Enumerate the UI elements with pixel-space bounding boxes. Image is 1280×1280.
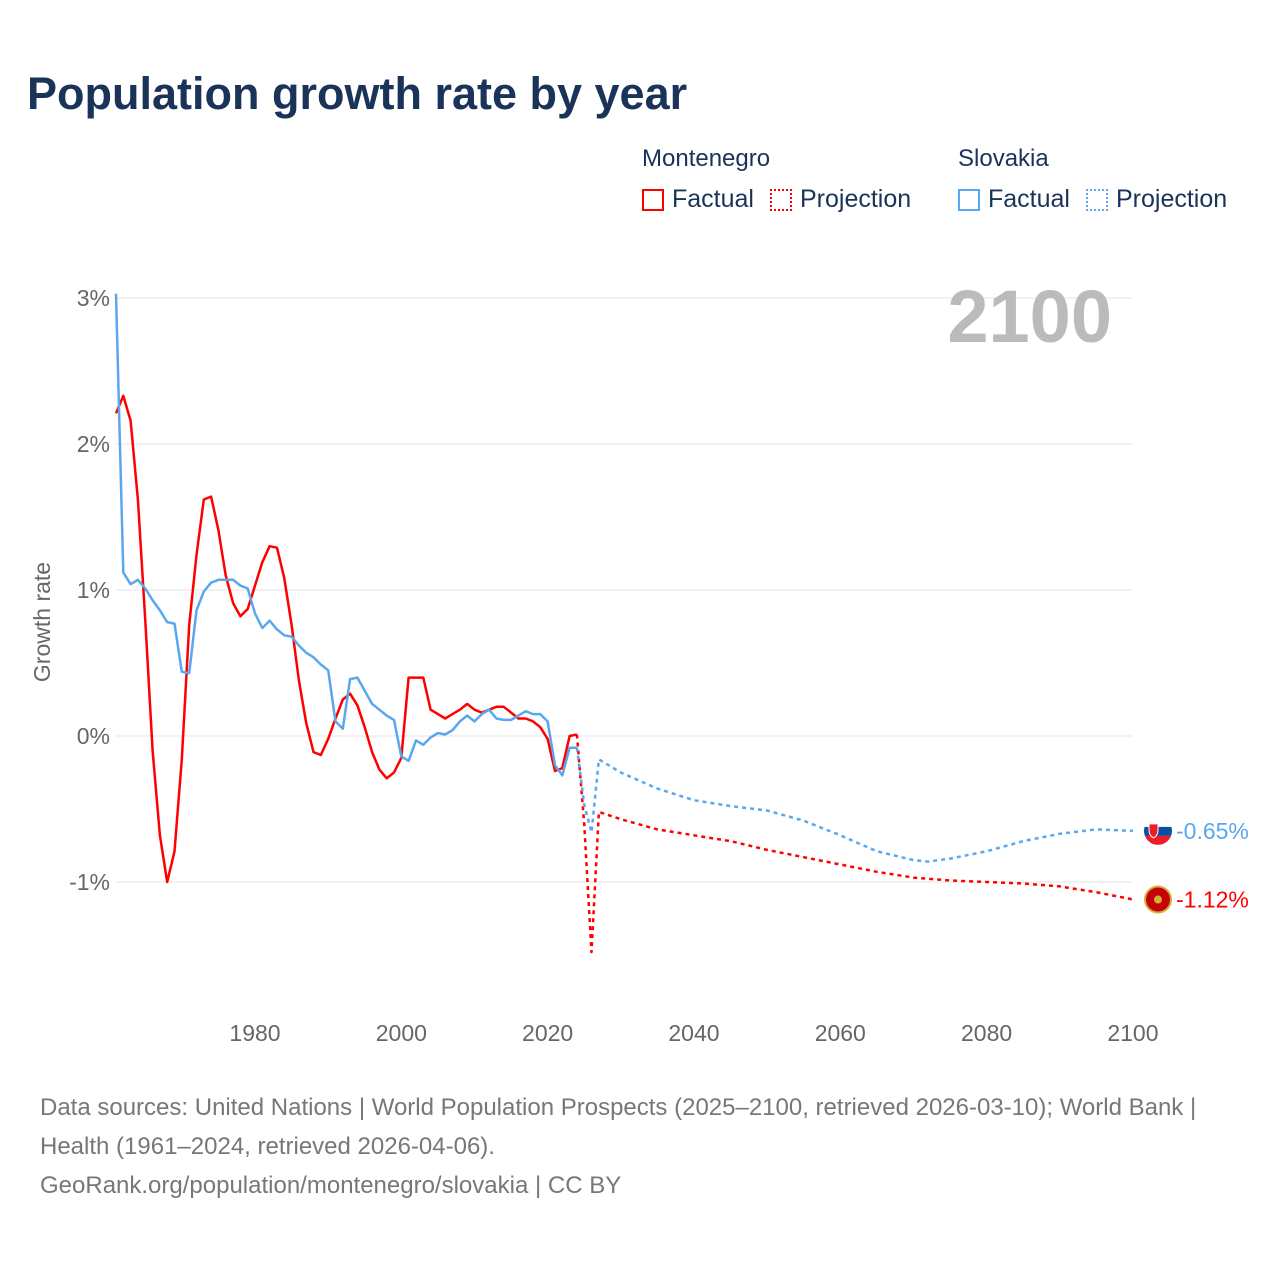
current-year-label: 2100: [947, 275, 1112, 358]
legend-swatch-dotted: [1085, 188, 1108, 211]
legend-label: Factual: [672, 185, 754, 213]
x-tick-label: 2080: [961, 1020, 1012, 1046]
y-tick-label: 2%: [77, 431, 110, 457]
legend-swatch-solid: [642, 188, 664, 211]
x-tick-label: 1980: [229, 1020, 280, 1046]
series-line-slovakia-factual[interactable]: [114, 293, 577, 777]
legend-montenegro-projection[interactable]: Projection: [769, 185, 912, 214]
legend-label: Factual: [988, 185, 1070, 213]
legend-montenegro: Montenegro Factual Projection: [642, 145, 927, 214]
legend-swatch-dotted: [769, 188, 792, 211]
source-link[interactable]: GeoRank.org/population/montenegro/slovak…: [40, 1172, 622, 1199]
y-tick-label: 1%: [77, 577, 110, 603]
flag-slovakia-icon: [1144, 816, 1172, 845]
flag-montenegro-icon: [1144, 885, 1172, 914]
legend-group-name: Montenegro: [642, 145, 771, 172]
x-tick-label: 2060: [815, 1020, 866, 1046]
legend-group-name: Slovakia: [958, 145, 1049, 172]
end-value-label-montenegro: -1.12%: [1176, 887, 1249, 913]
legend-label: Projection: [799, 185, 912, 213]
footer: Data sources: United Nations | World Pop…: [40, 1088, 1240, 1205]
x-tick-label: 2100: [1107, 1020, 1158, 1046]
legend-slovakia-factual[interactable]: Factual: [958, 185, 1070, 214]
y-tick-label: 3%: [77, 285, 110, 311]
chart-title: Population growth rate by year: [27, 68, 688, 119]
legend-slovakia-projection[interactable]: Projection: [1085, 185, 1228, 214]
end-value-label-slovakia: -0.65%: [1176, 818, 1249, 844]
series-line-montenegro-projection[interactable]: [575, 734, 1134, 954]
legend-label: Projection: [1115, 185, 1228, 213]
y-tick-label: 0%: [77, 723, 110, 749]
y-tick-label: -1%: [69, 869, 110, 895]
legend-swatch-solid: [958, 188, 980, 211]
legend-montenegro-factual[interactable]: Factual: [642, 185, 754, 214]
legend-slovakia: Slovakia Factual Projection: [958, 145, 1243, 214]
data-sources: Data sources: United Nations | World Pop…: [40, 1094, 1197, 1160]
x-tick-label: 2020: [522, 1020, 573, 1046]
x-tick-label: 2040: [668, 1020, 719, 1046]
x-tick-label: 2000: [376, 1020, 427, 1046]
series-line-slovakia-projection[interactable]: [575, 747, 1133, 863]
y-axis-label: Growth rate: [29, 562, 55, 682]
series-line-montenegro-factual[interactable]: [114, 394, 578, 884]
